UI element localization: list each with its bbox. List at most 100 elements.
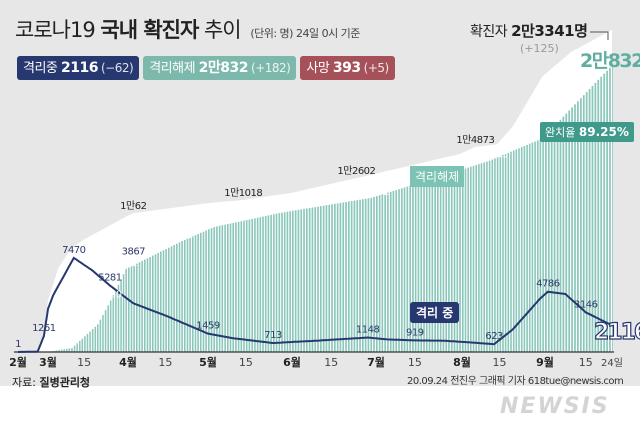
released-bar xyxy=(181,241,183,352)
released-badge-delta: (+182) xyxy=(251,61,291,75)
released-bar xyxy=(523,146,526,352)
released-bar xyxy=(515,149,518,352)
released-bar xyxy=(197,234,199,352)
released-bar xyxy=(373,197,375,352)
released-bar xyxy=(235,222,237,352)
released-bar xyxy=(162,250,165,352)
released-bar xyxy=(294,210,297,352)
released-bar xyxy=(275,213,278,352)
released-bar xyxy=(138,262,141,352)
released-bar xyxy=(104,310,107,352)
released-bar xyxy=(84,336,86,352)
isolation-value-label: 4786 xyxy=(536,279,560,290)
released-bar xyxy=(210,228,213,352)
released-bar xyxy=(292,210,294,352)
released-bar xyxy=(562,116,565,352)
released-bar xyxy=(144,259,146,352)
released-bar xyxy=(425,180,428,352)
released-bar xyxy=(381,194,384,352)
released-bar xyxy=(494,158,496,352)
released-bar xyxy=(76,343,78,352)
released-bar xyxy=(528,143,531,352)
released-bar xyxy=(259,217,262,352)
released-bar xyxy=(431,178,434,352)
released-bar xyxy=(328,204,331,352)
confirmed-value-label: 1만2602 xyxy=(337,165,375,177)
released-bar xyxy=(306,208,308,352)
released-bar xyxy=(240,221,243,352)
released-bar xyxy=(464,168,467,352)
total-leader-line xyxy=(590,31,609,40)
released-bar xyxy=(600,76,603,353)
released-bar xyxy=(409,185,411,352)
isolation-badge-label: 격리중 xyxy=(23,61,58,76)
released-bar xyxy=(510,151,512,352)
released-bar xyxy=(389,191,392,352)
released-value-label: 24 xyxy=(42,341,54,352)
released-series-label: 격리해제 xyxy=(410,166,465,187)
released-bar xyxy=(577,101,579,352)
released-bar xyxy=(442,175,445,352)
released-bar xyxy=(165,249,167,352)
released-bar xyxy=(186,238,189,352)
released-bar xyxy=(448,173,450,352)
isolation-value-label: 1 xyxy=(15,339,21,350)
cure-rate-value: 89.25% xyxy=(578,125,629,139)
released-bar xyxy=(122,274,125,352)
released-bar xyxy=(128,267,130,352)
released-bar xyxy=(273,214,275,352)
released-bar xyxy=(353,200,356,352)
released-bar xyxy=(112,295,115,352)
released-bar xyxy=(320,206,322,352)
released-bar xyxy=(585,92,588,352)
released-bar xyxy=(79,340,81,352)
released-bar xyxy=(58,350,60,352)
released-bar xyxy=(245,220,248,352)
deaths-badge-delta: (+5) xyxy=(363,61,390,75)
released-bar xyxy=(609,67,611,352)
released-bar xyxy=(303,208,305,352)
released-bar xyxy=(603,73,606,352)
released-value-label: 6021 xyxy=(114,258,138,269)
released-bar xyxy=(512,150,515,352)
x-tick-label: 15 xyxy=(579,356,593,369)
credit: 20.09.24 전진우 그래픽 기자 618tue@newsis.com xyxy=(407,376,624,387)
released-bar xyxy=(262,216,264,352)
released-bar xyxy=(483,162,486,352)
released-bar xyxy=(568,110,571,352)
released-bar xyxy=(470,166,472,352)
released-bar xyxy=(364,198,367,352)
deaths-badge-label: 사망 xyxy=(306,61,330,76)
released-bar xyxy=(289,211,291,352)
released-bar xyxy=(192,236,194,352)
released-value-label: 1만1172 xyxy=(351,186,389,198)
released-bar xyxy=(539,139,542,352)
released-bar xyxy=(109,300,112,352)
released-bar xyxy=(152,255,154,352)
released-bar xyxy=(356,200,359,352)
released-bar xyxy=(478,164,480,352)
released-bar xyxy=(283,212,286,352)
released-bar xyxy=(362,199,364,352)
released-bar xyxy=(66,348,68,352)
confirmed-value-label: 1만4873 xyxy=(456,134,494,146)
released-bar xyxy=(488,160,491,352)
released-bar xyxy=(376,196,378,352)
released-bar xyxy=(597,79,600,353)
released-bar xyxy=(475,165,478,352)
released-bar xyxy=(248,219,251,352)
released-end-label: 2만832 xyxy=(580,50,640,72)
isolation-value-label: 7470 xyxy=(62,245,86,256)
released-bar xyxy=(125,268,127,352)
x-tick-label: 15 xyxy=(408,356,422,369)
released-bar xyxy=(254,218,256,352)
released-bar xyxy=(547,132,550,352)
released-bar xyxy=(439,176,442,352)
x-tick-label: 9월 xyxy=(536,355,554,369)
released-bar xyxy=(278,213,281,352)
released-bar xyxy=(94,326,97,352)
released-bar xyxy=(459,170,461,352)
released-bar xyxy=(387,192,389,352)
released-bar xyxy=(453,171,456,352)
isolation-value-label: 3146 xyxy=(574,299,598,310)
